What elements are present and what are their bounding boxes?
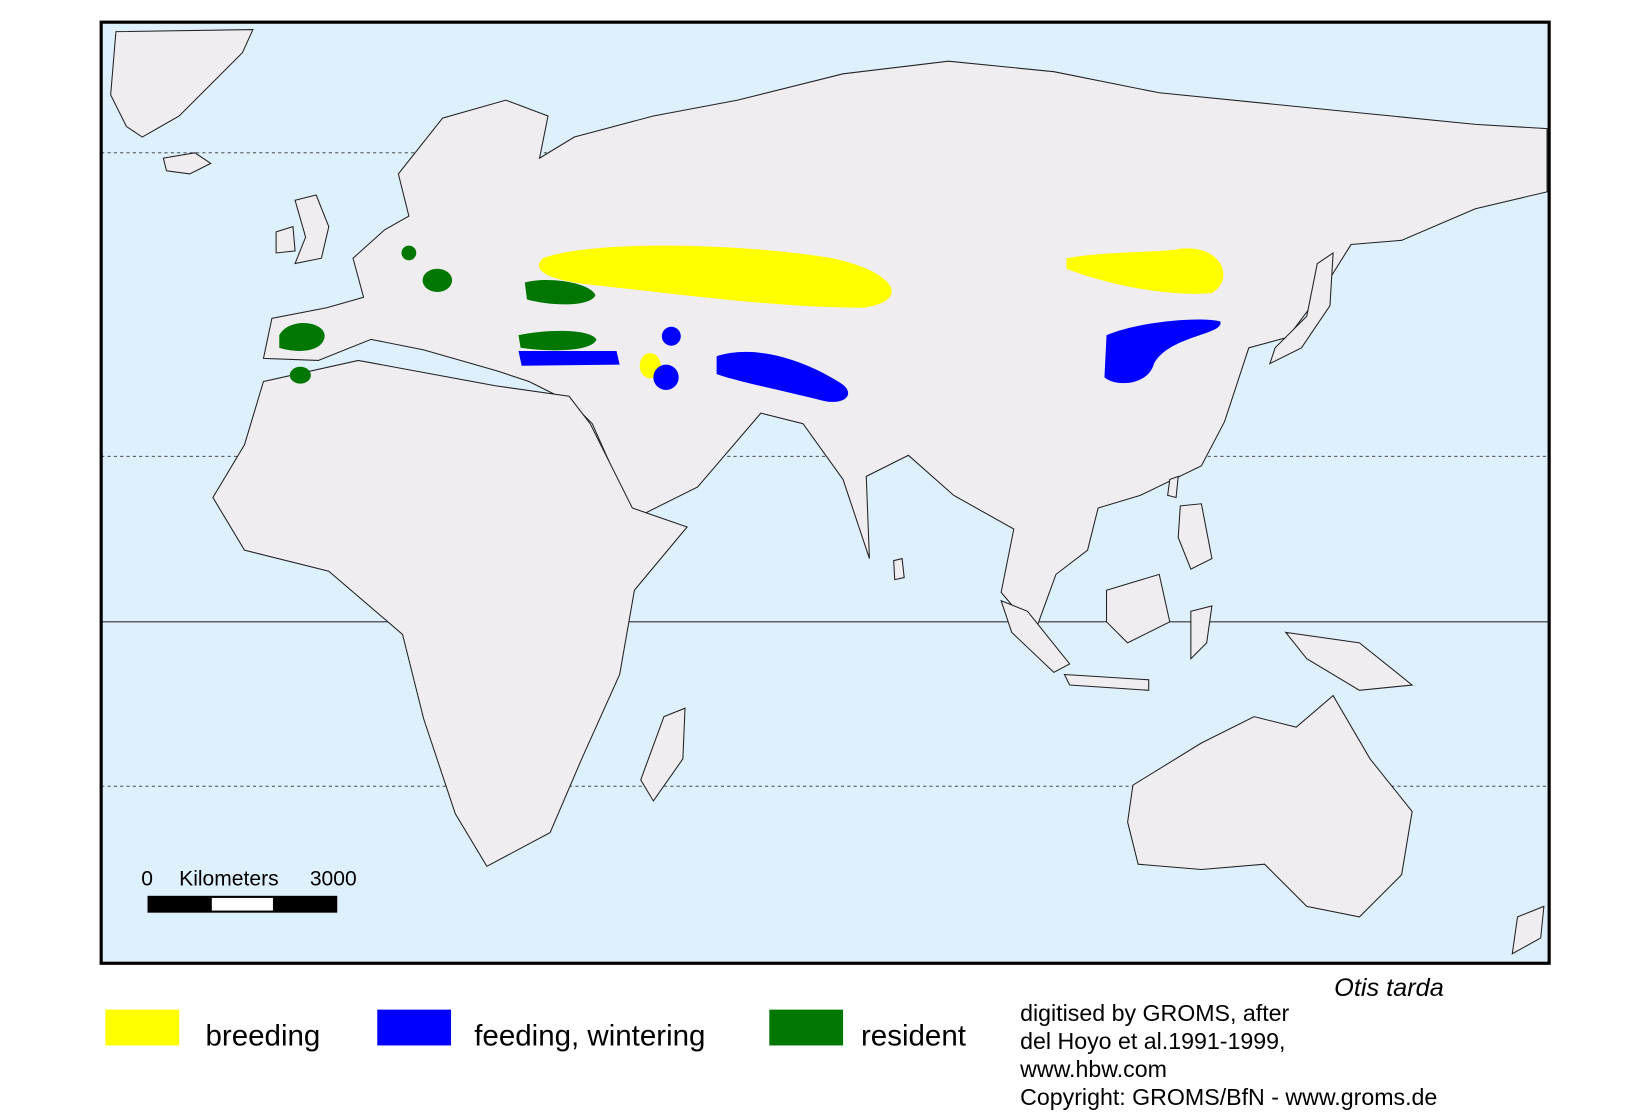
philippines — [1177, 503, 1213, 570]
range-wintering — [1104, 319, 1221, 384]
legend-swatch — [377, 1009, 452, 1046]
ireland — [275, 225, 296, 254]
legend-label: breeding — [206, 1019, 321, 1052]
new-guinea — [1284, 631, 1414, 691]
greenland — [110, 29, 254, 138]
range-wintering — [518, 350, 620, 366]
range-wintering — [661, 326, 681, 346]
range-resident — [401, 245, 417, 261]
credit-line: Copyright: GROMS/BfN - www.groms.de — [1020, 1084, 1437, 1110]
credit-line: del Hoyo et al.1991-1999, — [1020, 1028, 1285, 1054]
land — [110, 29, 1548, 955]
japan — [1268, 251, 1334, 365]
map-frame — [99, 20, 1551, 965]
sri-lanka — [893, 557, 905, 581]
scale-bar-segment — [211, 897, 273, 911]
credit-line: digitised by GROMS, after — [1020, 1000, 1289, 1026]
madagascar — [640, 707, 686, 802]
range-resident — [524, 279, 596, 305]
range-wintering — [653, 364, 679, 390]
range-breeding — [1066, 248, 1224, 294]
legend-swatch — [769, 1009, 844, 1046]
range-wintering — [716, 351, 849, 402]
eurasia — [262, 60, 1548, 634]
scale-unit: Kilometers — [179, 867, 279, 890]
scale-bar: 0 Kilometers 3000 — [141, 867, 357, 913]
range-resident — [518, 330, 597, 351]
borneo — [1106, 573, 1171, 644]
legend-swatch — [105, 1009, 180, 1046]
taiwan — [1167, 475, 1179, 499]
africa — [212, 359, 689, 868]
scale-end: 3000 — [310, 867, 357, 890]
new-zealand — [1511, 905, 1545, 955]
credit-line: www.hbw.com — [1019, 1056, 1167, 1082]
scale-start: 0 — [141, 867, 153, 890]
range-resident — [279, 323, 325, 351]
iceland — [162, 152, 212, 175]
legend: breeding feeding, wintering resident — [105, 1009, 966, 1052]
sumatra — [1000, 599, 1071, 674]
sulawesi — [1190, 605, 1213, 660]
range — [279, 245, 1224, 402]
australia — [1127, 694, 1413, 918]
legend-label: resident — [861, 1019, 966, 1052]
britain — [294, 194, 330, 265]
range-resident — [422, 268, 453, 292]
range-resident — [289, 366, 311, 384]
range-breeding — [538, 245, 892, 308]
java — [1063, 673, 1150, 691]
species: Otis tarda — [1334, 974, 1444, 1002]
legend-label: feeding, wintering — [474, 1019, 705, 1052]
